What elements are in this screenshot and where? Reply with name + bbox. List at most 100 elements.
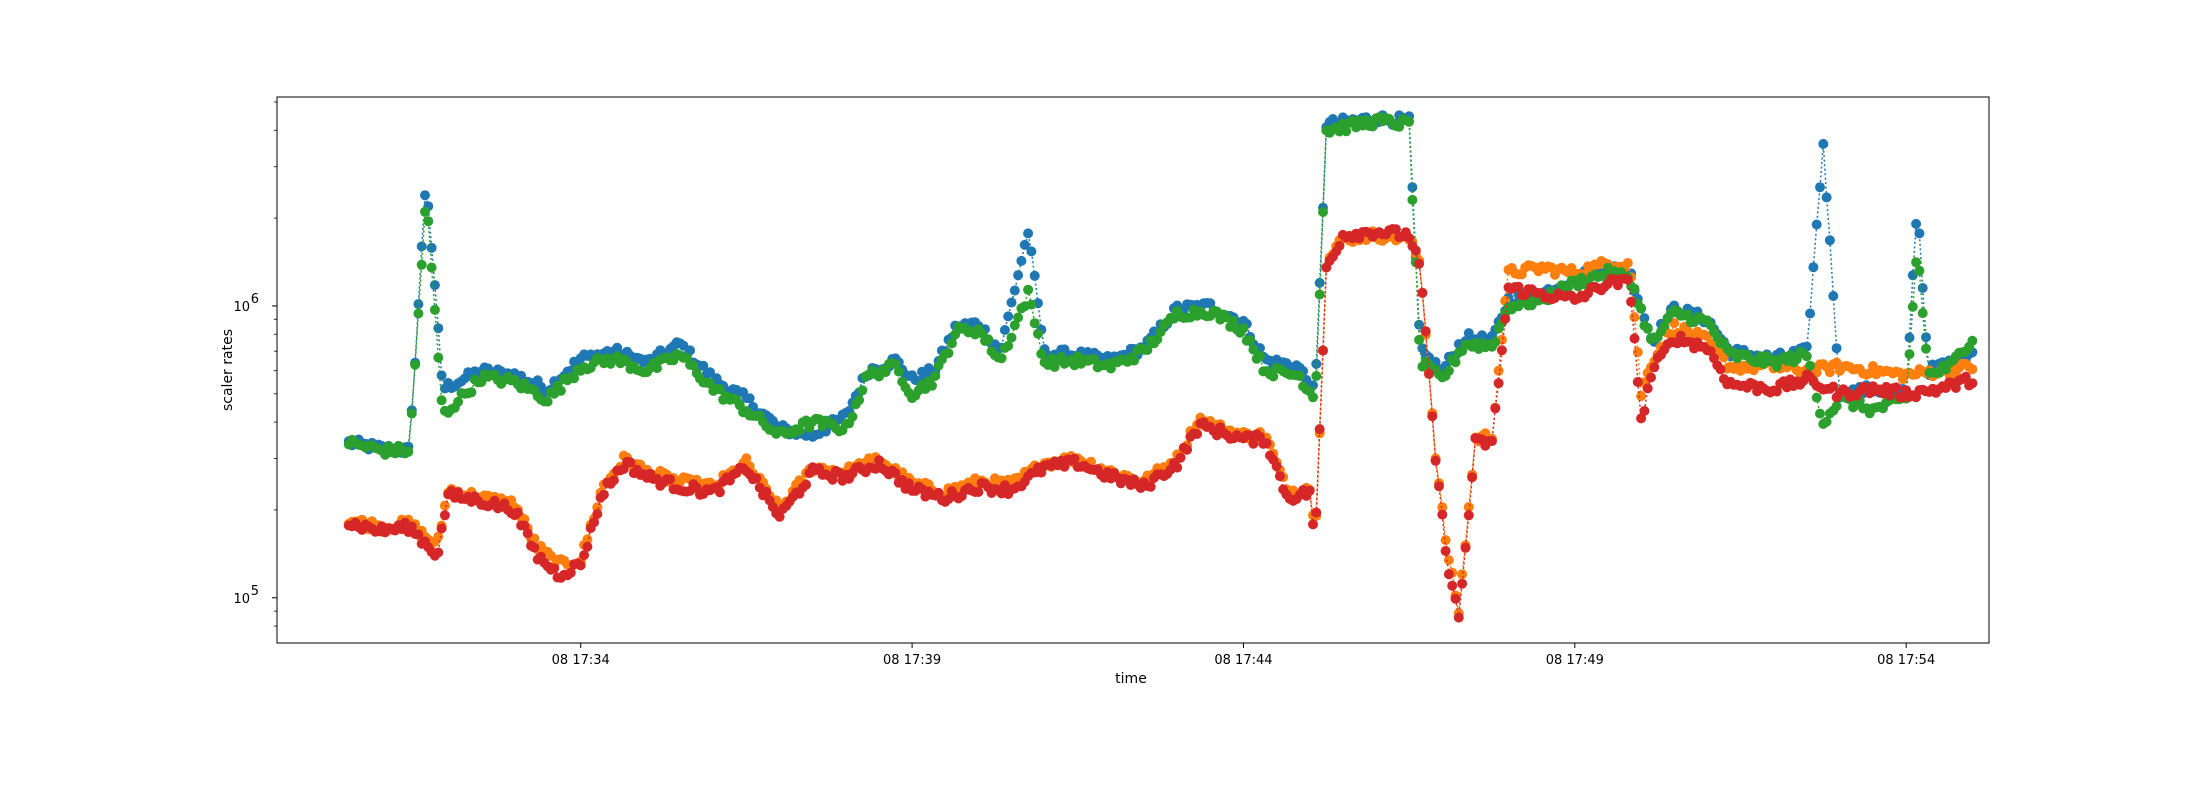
data-point [943,348,954,359]
data-point [1318,345,1328,356]
data-point [698,360,709,371]
data-point [705,367,715,378]
data-point [625,457,636,468]
data-point [1632,377,1643,387]
data-point [439,500,450,511]
data-point [1639,406,1650,416]
data-point [1248,344,1259,355]
data-point [1172,462,1183,473]
data-point [413,529,424,540]
data-point [1274,471,1285,482]
data-point [1437,509,1448,520]
data-point [1824,367,1835,378]
x-tick-label: 08 17:34 [552,653,610,668]
data-point [1394,121,1405,132]
data-point [1811,219,1822,230]
data-point [1493,378,1504,389]
data-point [1006,332,1017,343]
data-point [714,384,725,395]
data-point [1646,372,1656,383]
data-point [439,510,450,521]
data-point [1314,424,1325,435]
data-point [420,190,430,201]
data-point [1367,121,1378,132]
data-point [1808,262,1819,273]
data-point [1003,311,1014,322]
data-point [1487,436,1497,447]
data-point [1801,351,1812,362]
data-point [1440,535,1451,546]
data-point [1818,138,1829,149]
data-point [598,489,609,500]
data-point [433,531,444,542]
data-point [1443,569,1454,580]
data-point [1914,228,1925,239]
data-point [1815,408,1825,419]
data-point [1182,444,1193,455]
data-point [1175,452,1186,463]
data-point [714,487,725,498]
data-point [1410,245,1421,256]
data-point [1904,349,1915,360]
data-point [1917,283,1928,293]
data-point [1013,270,1024,281]
data-point [1142,345,1153,355]
data-point [1467,472,1478,483]
data-point [1023,228,1034,239]
x-tick-label: 08 17:44 [1214,653,1272,668]
data-point [436,370,447,381]
data-point [413,308,424,319]
data-point [549,563,560,574]
series-layer [343,110,1978,623]
data-point [1831,343,1842,354]
data-point [1457,569,1468,580]
data-point [1917,308,1928,319]
data-point [1437,502,1448,513]
data-point [973,487,984,497]
data-point [1921,343,1931,354]
data-point [416,241,427,252]
data-point [1255,351,1265,361]
data-point [436,395,447,406]
data-point [1023,284,1034,295]
data-point [903,478,914,489]
data-point [575,560,586,571]
data-point [1443,365,1454,376]
data-point [1967,378,1978,389]
data-point [1026,299,1037,310]
data-point [946,338,957,349]
data-point [1907,301,1918,312]
data-point [996,353,1007,364]
data-point [1622,274,1633,285]
data-point [1911,257,1922,268]
data-point [519,520,530,531]
data-point [522,528,533,539]
data-point [1457,578,1468,589]
data-point [1960,371,1971,382]
data-point [874,455,884,466]
data-point [1304,485,1315,496]
data-point [579,550,590,561]
data-point [1069,453,1080,464]
data-point [1513,281,1524,292]
data-point [1228,316,1239,327]
data-point [1904,332,1915,343]
data-point [1009,320,1020,331]
data-point [1089,354,1100,365]
data-point [1463,510,1474,521]
x-axis-label: time [1115,671,1147,687]
data-point [592,509,603,519]
data-point [1636,391,1647,402]
data-point [1311,358,1322,369]
data-point [1059,344,1070,355]
data-point [1192,429,1203,439]
data-point [1341,126,1352,137]
data-point [744,393,755,404]
data-point [1490,337,1501,348]
data-point [827,474,838,485]
data-point [476,377,487,388]
series-3 [343,112,1978,460]
data-point [1314,277,1325,288]
data-point [1811,392,1822,403]
